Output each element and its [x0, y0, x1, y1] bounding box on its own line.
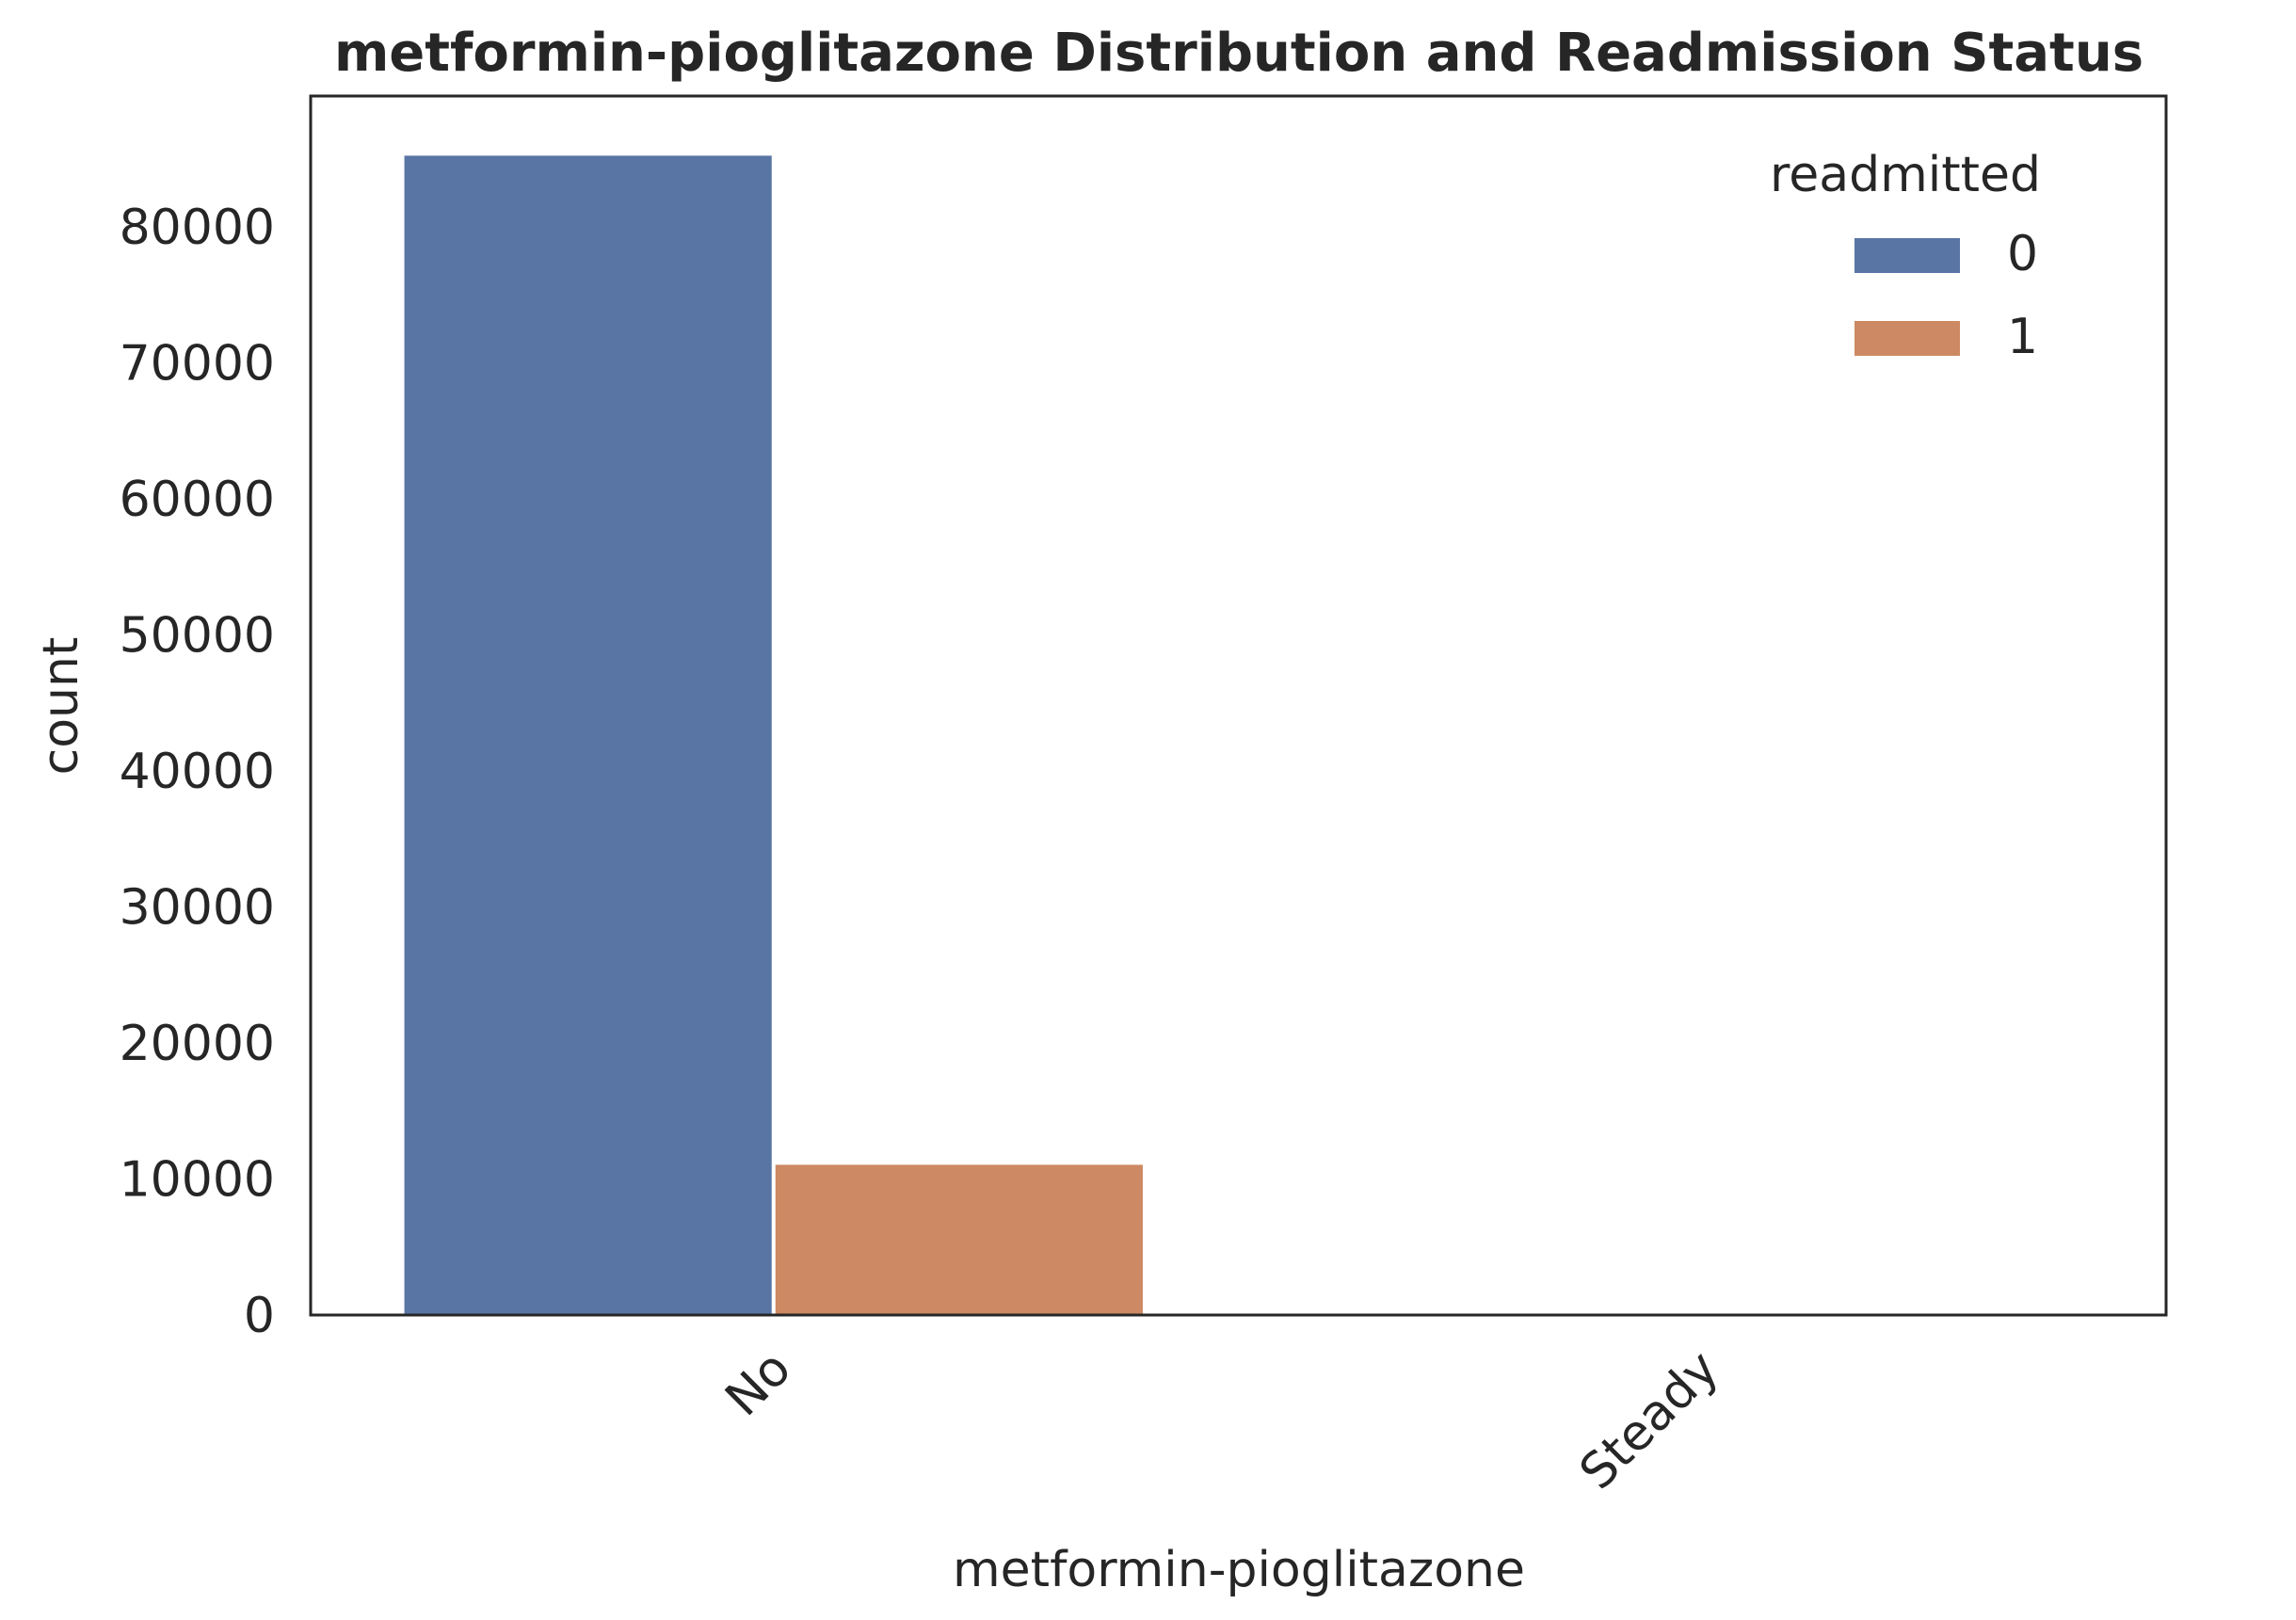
y-tick-label: 10000: [120, 1151, 275, 1208]
legend-swatch-0: [1854, 238, 1960, 273]
y-axis-label: count: [33, 637, 89, 776]
y-tick-label: 60000: [120, 472, 275, 528]
x-axis-label: metformin-pioglitazone: [953, 1542, 1525, 1598]
x-tick-label-steady: Steady: [1569, 1340, 1729, 1500]
x-axis-ticks: No Steady: [715, 1340, 1730, 1500]
bar-no-readmitted-0: [402, 153, 774, 1316]
bar-no-readmitted-1: [773, 1163, 1145, 1317]
y-tick-label: 20000: [120, 1016, 275, 1072]
legend-label-1: 1: [2007, 309, 2038, 365]
chart-title: metformin-pioglitazone Distribution and …: [334, 23, 2143, 84]
legend: readmitted 0 1: [1770, 147, 2041, 365]
y-axis-ticks: 0 10000 20000 30000 40000 50000 60000 70000 8000…: [120, 200, 275, 1344]
y-tick-label: 80000: [120, 200, 275, 256]
y-tick-label: 30000: [120, 879, 275, 936]
y-tick-label: 70000: [120, 335, 275, 392]
bars-layer: [402, 153, 1702, 1317]
y-tick-label: 50000: [120, 607, 275, 664]
x-tick-label-no: No: [715, 1340, 802, 1427]
legend-label-0: 0: [2007, 226, 2038, 282]
legend-title: readmitted: [1770, 147, 2041, 203]
y-tick-label: 40000: [120, 744, 275, 800]
plot-frame: [309, 94, 2168, 1317]
legend-swatch-1: [1854, 321, 1960, 356]
y-tick-label: 0: [244, 1288, 275, 1344]
